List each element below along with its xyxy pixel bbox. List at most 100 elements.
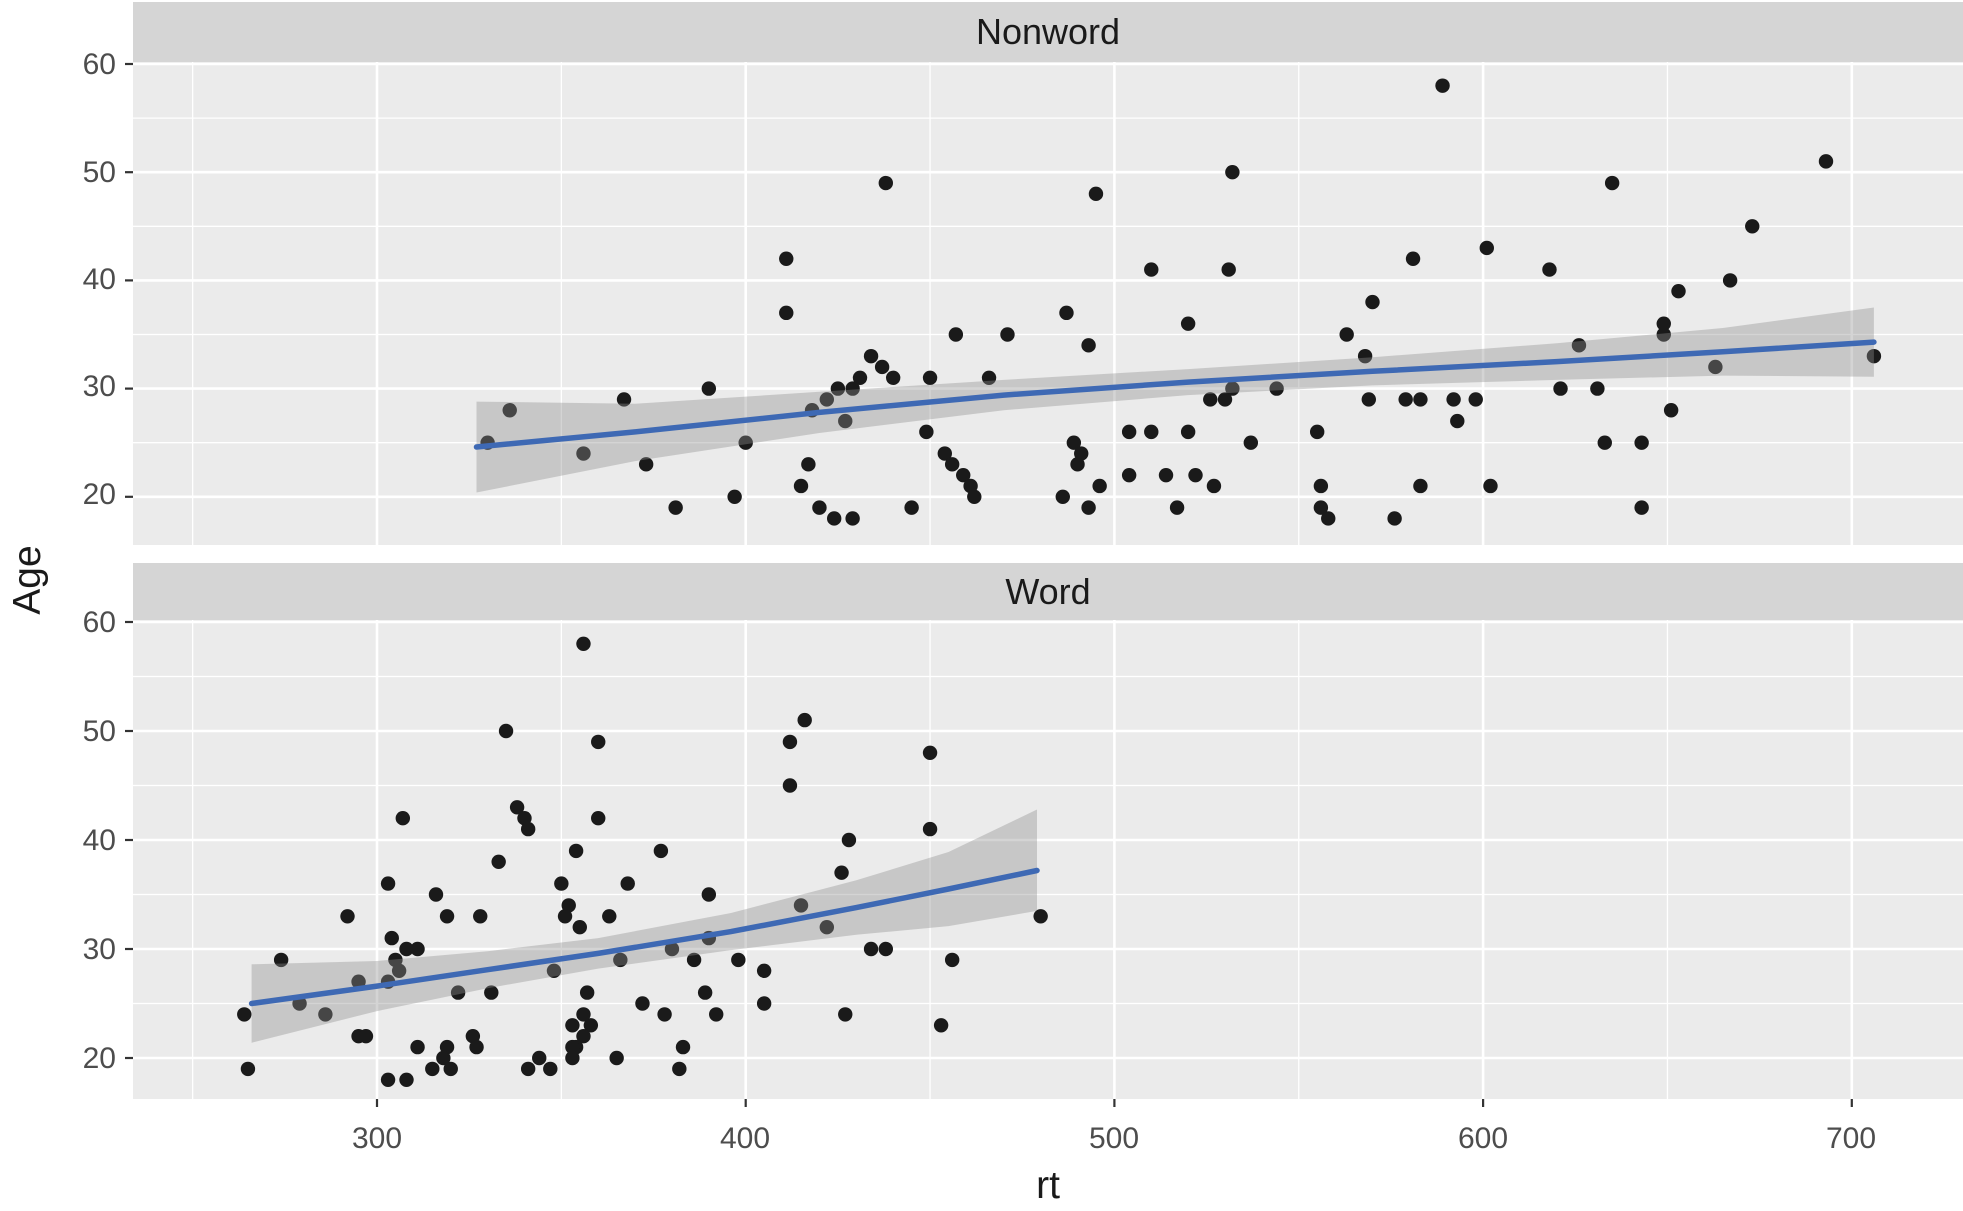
smooth-line bbox=[473, 339, 1877, 450]
confidence-ribbon bbox=[251, 809, 1038, 1043]
data-point bbox=[613, 952, 628, 968]
data-point bbox=[1169, 500, 1185, 515]
x-tick-label-400: 400 bbox=[720, 1122, 770, 1155]
data-point bbox=[812, 500, 827, 515]
y-tick-label-f1-40: 40 bbox=[83, 263, 116, 296]
data-point bbox=[793, 898, 809, 913]
data-point bbox=[591, 811, 606, 826]
data-point bbox=[863, 348, 879, 364]
data-point bbox=[967, 489, 982, 504]
data-point bbox=[1269, 381, 1284, 396]
data-point bbox=[565, 1050, 580, 1066]
data-point bbox=[532, 1050, 547, 1066]
data-point bbox=[1144, 424, 1159, 440]
data-point bbox=[1387, 511, 1402, 526]
data-point bbox=[1542, 262, 1557, 277]
data-point bbox=[756, 996, 772, 1011]
data-point bbox=[981, 370, 997, 385]
data-point bbox=[568, 843, 584, 859]
data-point bbox=[838, 1007, 853, 1022]
data-point bbox=[1479, 240, 1494, 256]
data-point bbox=[1221, 262, 1236, 277]
data-point bbox=[956, 467, 971, 483]
data-point bbox=[340, 909, 355, 924]
data-point bbox=[620, 876, 635, 891]
data-point bbox=[878, 175, 894, 191]
data-point bbox=[779, 251, 794, 266]
data-point bbox=[709, 1007, 724, 1022]
data-point bbox=[509, 800, 525, 815]
y-tick-label-f2-30: 30 bbox=[83, 933, 116, 966]
smooth-line bbox=[248, 867, 1040, 1007]
data-point bbox=[686, 952, 702, 968]
data-point bbox=[1321, 511, 1336, 526]
data-point bbox=[1180, 424, 1196, 440]
data-point bbox=[543, 1061, 558, 1077]
data-layer bbox=[473, 78, 1882, 526]
data-point bbox=[520, 1061, 536, 1077]
y-tick-label-f2-60: 60 bbox=[83, 606, 116, 639]
data-layer bbox=[237, 636, 1048, 1088]
data-point bbox=[1405, 251, 1421, 266]
data-point bbox=[1361, 392, 1377, 407]
data-point bbox=[388, 952, 403, 968]
data-point bbox=[428, 887, 444, 902]
y-tick-label-f1-60: 60 bbox=[83, 48, 116, 81]
data-point bbox=[635, 996, 650, 1011]
data-point bbox=[1000, 327, 1015, 342]
data-point bbox=[819, 920, 835, 935]
y-axis-title: Age bbox=[6, 545, 49, 614]
facet-strip bbox=[133, 2, 1963, 62]
facet-strip-label-word: Word bbox=[1005, 571, 1090, 612]
data-point bbox=[465, 1029, 481, 1044]
data-point bbox=[517, 811, 532, 826]
y-tick-label-f1-20: 20 bbox=[83, 478, 116, 511]
data-point bbox=[425, 1061, 440, 1077]
data-point bbox=[1121, 467, 1137, 483]
data-point bbox=[874, 359, 890, 375]
data-point bbox=[944, 952, 960, 968]
data-point bbox=[919, 424, 934, 440]
y-tick-label-f1-30: 30 bbox=[83, 370, 116, 403]
data-point bbox=[358, 1029, 374, 1044]
data-point bbox=[399, 1072, 414, 1088]
data-point bbox=[1656, 327, 1671, 342]
data-point bbox=[819, 392, 835, 407]
data-point bbox=[863, 941, 879, 957]
data-point bbox=[1571, 338, 1587, 353]
data-point bbox=[591, 734, 606, 750]
data-point bbox=[1483, 478, 1498, 494]
data-point bbox=[410, 941, 425, 957]
panel-background bbox=[133, 62, 1963, 545]
data-point bbox=[240, 1061, 256, 1077]
x-tick-label-300: 300 bbox=[352, 1122, 402, 1155]
data-point bbox=[546, 963, 562, 978]
data-point bbox=[602, 909, 617, 924]
data-point bbox=[1663, 403, 1679, 418]
data-point bbox=[498, 723, 514, 739]
data-point bbox=[351, 974, 366, 989]
data-point bbox=[731, 952, 746, 968]
y-tick-label-f1-50: 50 bbox=[83, 156, 116, 189]
data-point bbox=[1309, 424, 1325, 440]
data-point bbox=[565, 1018, 580, 1033]
data-point bbox=[273, 952, 289, 968]
data-point bbox=[391, 963, 407, 978]
panel-background bbox=[133, 620, 1963, 1099]
data-point bbox=[672, 1061, 687, 1077]
data-point bbox=[395, 811, 411, 826]
data-point bbox=[801, 457, 816, 472]
facet-strip bbox=[133, 563, 1963, 620]
data-point bbox=[443, 1061, 458, 1077]
data-point bbox=[878, 941, 894, 957]
data-point bbox=[1088, 186, 1104, 202]
data-point bbox=[963, 478, 978, 494]
data-point bbox=[1074, 446, 1089, 461]
data-point bbox=[1243, 435, 1259, 450]
data-point bbox=[554, 876, 569, 891]
data-point bbox=[1745, 219, 1760, 234]
data-point bbox=[830, 381, 846, 396]
data-point bbox=[1158, 467, 1174, 483]
data-point bbox=[845, 511, 860, 526]
